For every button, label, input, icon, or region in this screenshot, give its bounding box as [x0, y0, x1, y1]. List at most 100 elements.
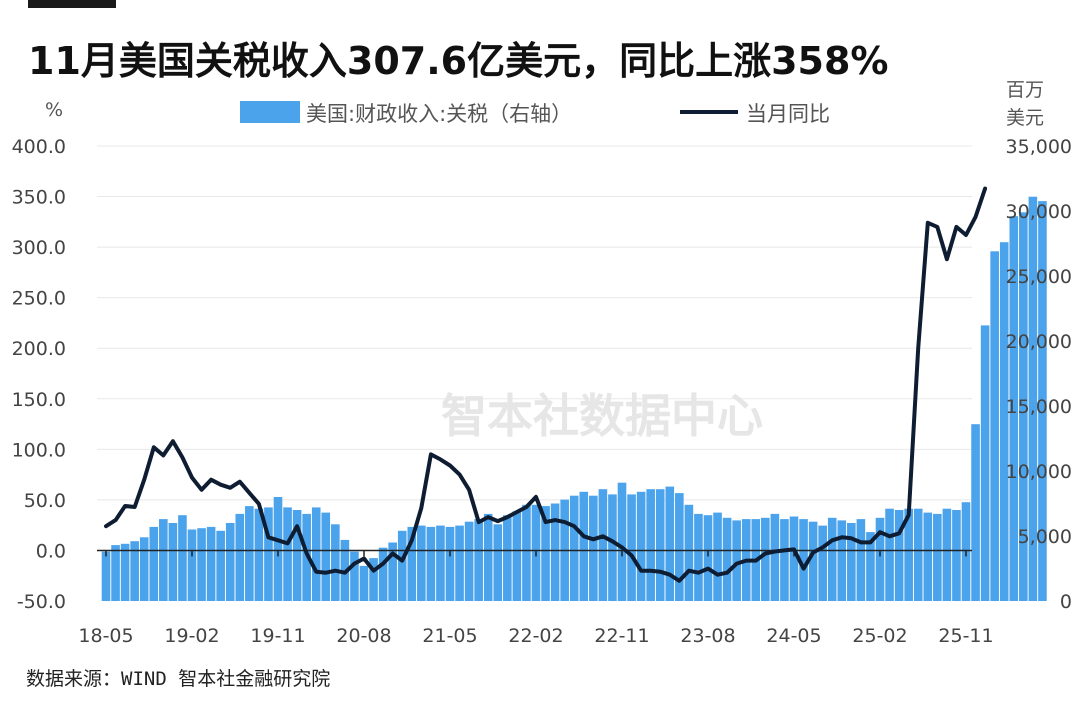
- bar: [971, 424, 980, 601]
- bar: [522, 504, 531, 601]
- bar: [1009, 216, 1019, 601]
- bar: [407, 526, 417, 601]
- right-tick-label: 25,000: [1006, 266, 1072, 288]
- bar: [780, 519, 789, 601]
- x-tick-label: 19-02: [164, 625, 219, 647]
- bar: [942, 508, 952, 601]
- bar: [378, 547, 388, 601]
- bar: [856, 519, 866, 601]
- bar: [837, 520, 847, 601]
- bar: [273, 497, 283, 601]
- bar: [980, 325, 990, 601]
- bar: [722, 517, 732, 601]
- x-axis-ticks: 18-05 19-02 19-11 20-08 21-05 22-02 22-11 23-08…: [78, 625, 993, 647]
- left-tick-label: 50.0: [24, 490, 66, 512]
- right-tick-label: 20,000: [1006, 331, 1072, 353]
- bar: [703, 515, 713, 601]
- legend-bar-swatch: [240, 101, 300, 123]
- bar: [875, 517, 885, 601]
- title-accent-bar: [28, 0, 116, 8]
- bar: [1028, 196, 1038, 601]
- right-tick-label: 5,000: [1018, 526, 1072, 548]
- bar: [1038, 201, 1047, 601]
- right-axis-ticks: 35,000 30,000 25,000 20,000 15,000 10,000 5,00…: [1006, 136, 1072, 613]
- bar: [426, 526, 436, 601]
- bar: [512, 511, 522, 601]
- bar: [713, 512, 722, 601]
- bar: [331, 524, 340, 601]
- bar: [885, 508, 894, 601]
- left-axis-ticks: 400.0 350.0 300.0 250.0 200.0 150.0 100.0 50.0 0…: [12, 136, 66, 613]
- bar: [894, 510, 904, 601]
- x-tick-label: 19-11: [250, 625, 305, 647]
- right-tick-label: 30,000: [1006, 201, 1072, 223]
- bar: [397, 530, 407, 601]
- bar: [761, 517, 770, 601]
- line-series: [104, 186, 988, 583]
- bar: [913, 508, 923, 601]
- bar: [541, 506, 550, 601]
- bar: [474, 519, 483, 601]
- bar: [254, 508, 264, 601]
- bar: [732, 520, 741, 601]
- legend-bar-label: 美国:财政收入:关税（右轴）: [306, 102, 572, 126]
- bar: [464, 521, 474, 601]
- bar: [130, 541, 139, 601]
- bar: [808, 521, 818, 601]
- bar: [933, 513, 942, 601]
- bar: [1019, 212, 1028, 602]
- bar: [111, 545, 120, 601]
- bar: [149, 526, 159, 601]
- bar: [388, 542, 397, 601]
- bar: [608, 494, 617, 601]
- x-tick-label: 23-08: [680, 625, 735, 647]
- bar: [789, 516, 799, 601]
- bar: [445, 526, 455, 601]
- left-tick-label: 350.0: [12, 187, 66, 209]
- bar: [617, 482, 627, 601]
- legend-line-label: 当月同比: [746, 102, 830, 126]
- left-tick-label: 100.0: [12, 439, 66, 461]
- legend: 美国:财政收入:关税（右轴） 当月同比: [240, 101, 830, 126]
- left-tick-label: 300.0: [12, 237, 66, 259]
- right-tick-label: 15,000: [1006, 396, 1072, 418]
- bar: [235, 513, 245, 601]
- left-tick-label: 250.0: [12, 288, 66, 310]
- left-tick-label: 400.0: [12, 136, 66, 158]
- left-tick-label: 150.0: [12, 389, 66, 411]
- bar-series: [101, 196, 1047, 602]
- bar: [827, 517, 837, 601]
- bar: [847, 523, 856, 601]
- bar: [923, 512, 933, 601]
- bar: [866, 532, 875, 601]
- bar: [675, 493, 684, 601]
- bar: [206, 526, 216, 601]
- right-axis-unit-line2: 美元: [1006, 107, 1044, 129]
- right-tick-label: 10,000: [1006, 461, 1072, 483]
- bar: [350, 551, 359, 601]
- watermark: 智本社数据中心: [441, 389, 763, 443]
- bar: [101, 551, 111, 601]
- bar: [904, 508, 913, 601]
- x-tick-label: 25-11: [938, 625, 993, 647]
- bar: [655, 489, 665, 601]
- bar: [139, 537, 149, 601]
- x-tick-label: 22-11: [594, 625, 649, 647]
- bar: [359, 565, 369, 601]
- right-tick-label: 0: [1060, 591, 1072, 613]
- bar: [159, 519, 168, 601]
- gridlines: [97, 145, 972, 501]
- right-tick-label: 35,000: [1006, 136, 1072, 158]
- bar: [311, 507, 321, 601]
- bar: [321, 512, 331, 601]
- bar: [225, 523, 235, 601]
- left-axis-unit: %: [45, 99, 63, 121]
- bar: [216, 530, 225, 601]
- bar: [579, 491, 589, 601]
- bar: [417, 525, 426, 601]
- bar: [436, 525, 445, 601]
- right-axis-unit-line1: 百万: [1006, 79, 1044, 101]
- bar: [636, 491, 646, 601]
- left-tick-label: -50.0: [17, 591, 66, 613]
- bar: [990, 251, 999, 602]
